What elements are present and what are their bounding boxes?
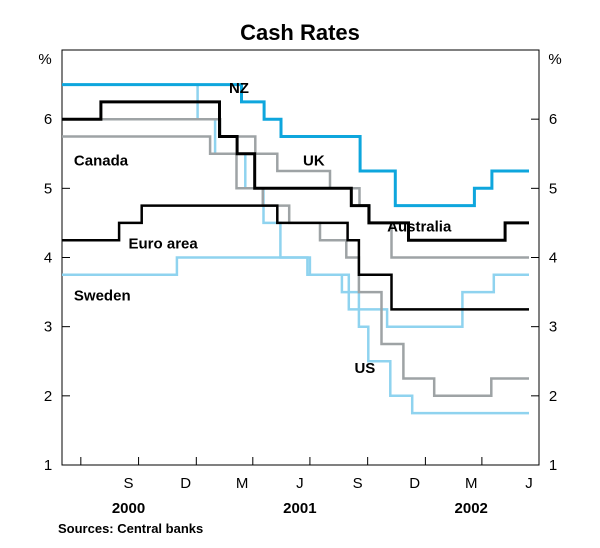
x-tick-label: S <box>124 475 134 492</box>
year-label: 2000 <box>112 500 145 517</box>
y-tick-label-left: 2 <box>44 388 52 405</box>
y-unit-right: % <box>548 51 561 68</box>
y-tick-label-right: 4 <box>549 250 557 267</box>
axis-ticks: 1 1 2 2 3 3 4 4 5 5 6 6 S D M J S D M J 2000 2001 2002 <box>44 111 557 517</box>
series-line-canada <box>62 135 529 398</box>
chart-title: Cash Rates <box>240 20 360 45</box>
series-line-nz <box>62 83 529 208</box>
y-tick-label-left: 6 <box>44 111 52 128</box>
x-tick-label: J <box>296 475 304 492</box>
y-tick-label-right: 6 <box>549 111 557 128</box>
series-label-nz: NZ <box>229 80 249 97</box>
y-tick-label-left: 4 <box>44 250 52 267</box>
series-layer <box>62 83 529 415</box>
y-unit-left: % <box>38 51 51 68</box>
source-note: Sources: Central banks <box>58 521 203 536</box>
x-tick-label: J <box>525 475 533 492</box>
x-tick-label: D <box>409 475 420 492</box>
series-label-canada: Canada <box>74 153 129 170</box>
y-tick-label-left: 3 <box>44 319 52 336</box>
x-tick-label: S <box>353 475 363 492</box>
series-label-australia: Australia <box>387 218 452 235</box>
y-tick-label-right: 3 <box>549 319 557 336</box>
y-tick-label-right: 5 <box>549 180 557 197</box>
series-line-australia <box>62 100 529 242</box>
series-line-sweden <box>62 256 529 328</box>
x-tick-label: M <box>465 475 478 492</box>
x-tick-label: D <box>180 475 191 492</box>
y-tick-label-right: 2 <box>549 388 557 405</box>
x-tick-label: M <box>236 475 249 492</box>
series-label-us: US <box>354 360 375 377</box>
y-tick-label-left: 1 <box>44 457 52 474</box>
y-tick-label-right: 1 <box>549 457 557 474</box>
series-line-euro-area <box>62 204 529 311</box>
year-label: 2002 <box>455 500 488 517</box>
series-label-euro-area: Euro area <box>129 236 199 253</box>
label-layer: Sweden US UK Canada Euro area Australia NZ <box>74 80 452 377</box>
year-label: 2001 <box>283 500 316 517</box>
y-tick-label-left: 5 <box>44 180 52 197</box>
series-label-uk: UK <box>303 153 325 170</box>
series-label-sweden: Sweden <box>74 288 131 305</box>
